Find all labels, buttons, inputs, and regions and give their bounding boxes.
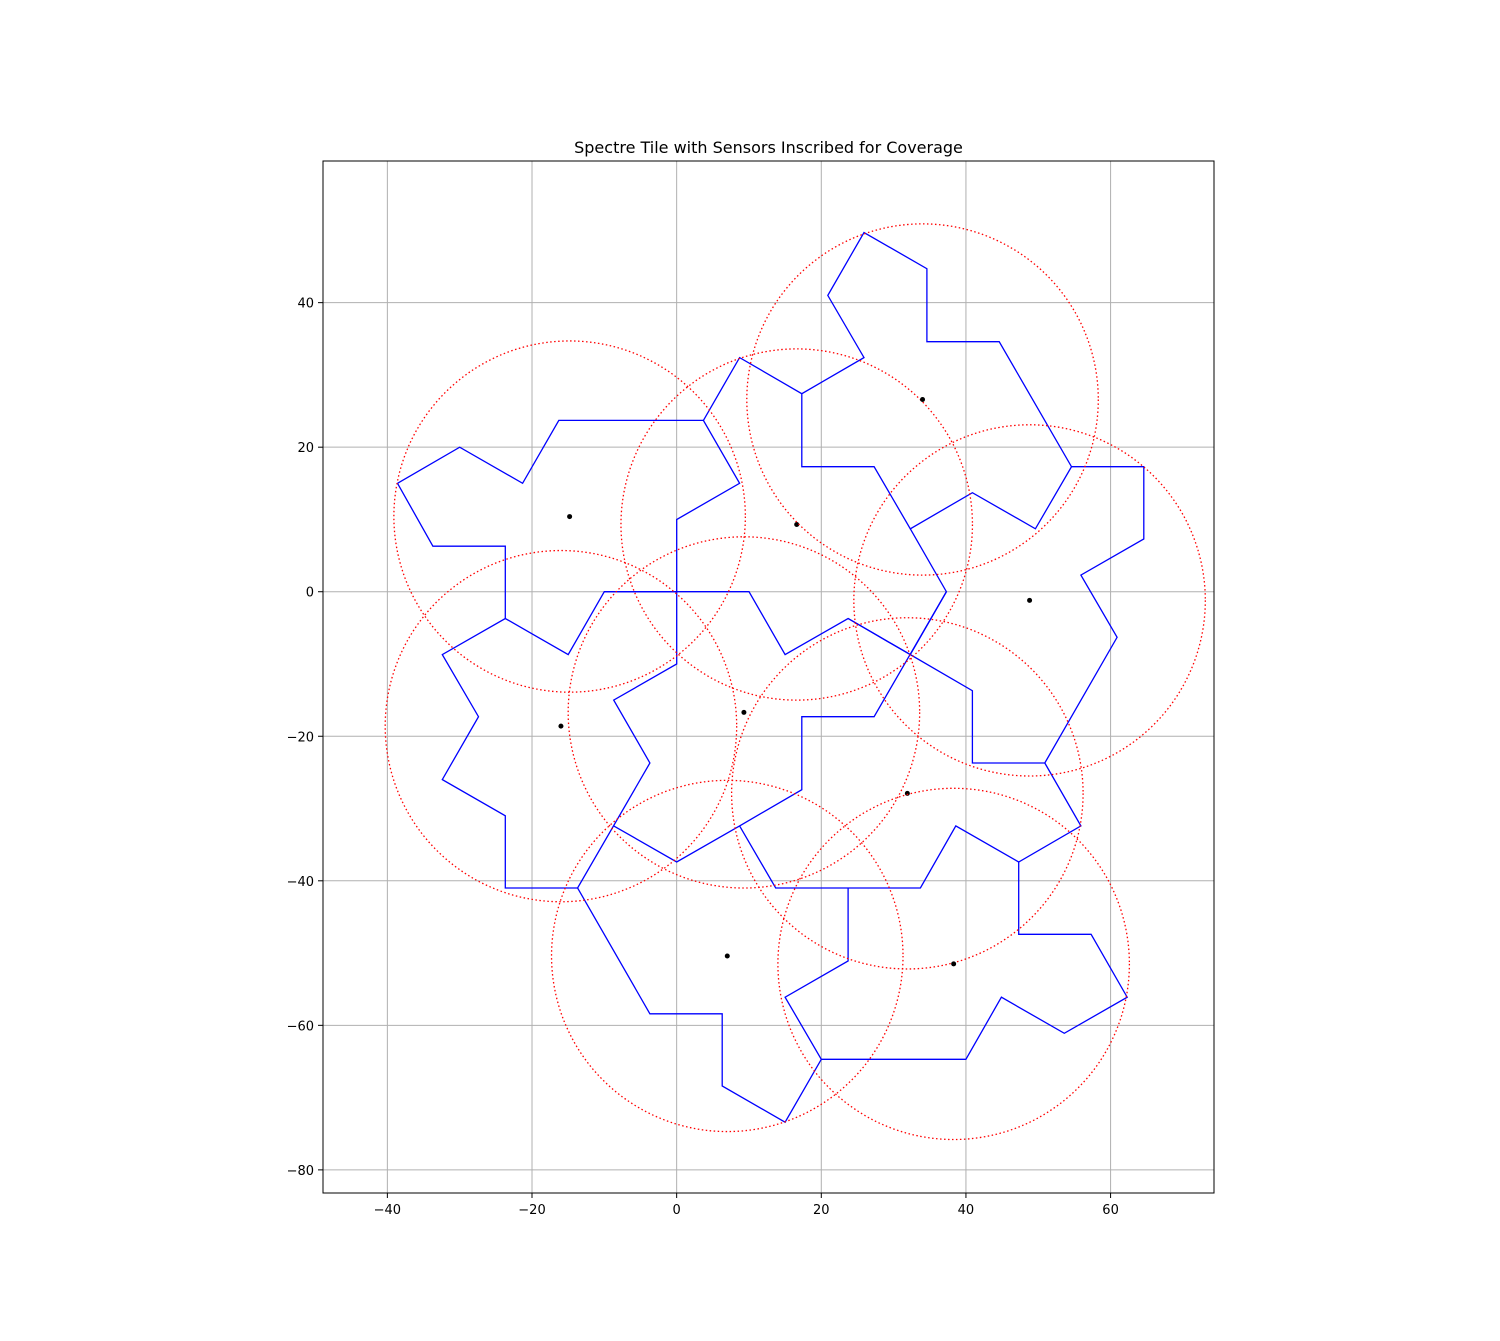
spectre-tile-edge [784,862,1129,1060]
sensor-coverage-circle [746,223,1099,576]
sensor-coverage-circle [550,779,904,1133]
x-tick-label: 60 [1102,1203,1119,1218]
plot-data [384,223,1206,1141]
x-tick-label: 0 [673,1203,681,1218]
sensor-coverage-circle [777,787,1131,1141]
sensor-point [951,961,957,967]
y-tick-label: 40 [297,297,314,312]
spectre-tile-edge [396,482,506,619]
sensor-point [741,709,747,715]
spectre-tile-edge [847,617,911,656]
sensor-point [567,514,573,520]
y-tick-label: 20 [297,441,314,456]
y-tick-label: −40 [287,875,314,890]
axis-ticks: −40 −20 0 20 40 60 40 20 0 −20 −40 −60 −80 [287,297,1119,1218]
sensor-point [794,522,800,528]
x-tick-label: 20 [813,1203,830,1218]
sensor-coverage-circle [730,617,1084,970]
sensor-point [724,953,730,959]
y-tick-label: 0 [306,586,314,601]
x-tick-label: 40 [958,1203,975,1218]
y-tick-label: −80 [287,1164,314,1179]
spectre-tile-edge [577,887,822,1124]
sensor-point [920,396,926,402]
sensor-coverage-circle [393,340,747,693]
sensor-coverage-circle [384,549,738,903]
spectre-tile-edge [739,762,1082,889]
spectre-tile-edge [397,419,741,889]
spectre-tile-edge [702,231,1073,530]
y-tick-label: −60 [287,1019,314,1034]
x-tick-label: −40 [374,1203,401,1218]
chart-title: Spectre Tile with Sensors Inscribed for … [574,138,963,157]
sensor-coverage-circle [620,348,974,701]
sensor-point [1027,597,1033,603]
y-tick-label: −20 [287,730,314,745]
x-tick-label: −20 [518,1203,545,1218]
spectre-tile-edge [613,591,947,863]
plot-frame [322,160,1215,1194]
sensor-coverage-circle [567,536,921,889]
sensor-point [904,790,910,796]
sensor-point [558,723,564,729]
sensor-coverage-circle [853,424,1206,777]
grid-lines [323,161,1214,1193]
